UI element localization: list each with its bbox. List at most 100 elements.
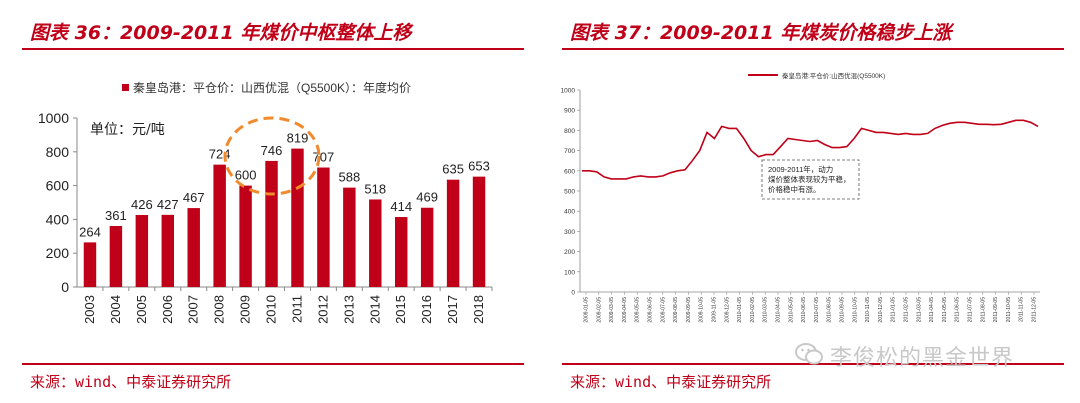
bar — [265, 160, 278, 287]
x-tick-label: 2011-06-05 — [955, 297, 961, 322]
x-tick-label: 2009-08-05 — [673, 297, 679, 323]
y-tick-label: 700 — [564, 148, 575, 155]
x-tick-label: 2010-11-05 — [865, 297, 871, 322]
right-source: 来源：wind、中泰证券研究所 — [570, 373, 772, 391]
x-tick-label: 2011-01-05 — [891, 297, 897, 322]
x-tick-label: 2006 — [160, 295, 175, 324]
y-tick-label: 800 — [46, 144, 70, 160]
left-panel: 图表 36：2009-2011 年煤价中枢整体上移 秦皇岛港：平仓价：山西优混（… — [22, 6, 524, 391]
x-tick-label: 2010-10-05 — [852, 297, 858, 323]
x-tick-label: 2010-07-05 — [814, 297, 820, 323]
bar-chart: 秦皇岛港：平仓价：山西优混（Q5500K）：年度均价 单位：元/吨 0 200 40… — [38, 80, 493, 324]
y-tick-label: 200 — [46, 245, 70, 261]
x-tick-label: 2010-04-05 — [776, 297, 782, 323]
y-tick-label: 200 — [564, 249, 575, 256]
x-tick-label: 2014 — [367, 295, 382, 324]
bar-value-label: 724 — [209, 147, 231, 162]
left-figure-title: 图表 36：2009-2011 年煤价中枢整体上移 — [30, 22, 412, 44]
left-source: 来源：wind、中泰证券研究所 — [30, 373, 232, 391]
x-tick-label: 2009-03-05 — [609, 297, 615, 323]
x-tick-label: 2004 — [108, 295, 123, 324]
y-tick-label: 800 — [564, 128, 575, 135]
watermark-text: 李俊松的黑金世界 — [830, 346, 1015, 371]
unit-label: 单位：元/吨 — [90, 122, 165, 138]
x-tick-label: 2009-05-05 — [635, 297, 641, 323]
x-tick-label: 2009-01-05 — [584, 297, 590, 323]
bar — [343, 187, 356, 287]
y-tick-label: 400 — [564, 209, 575, 216]
x-tick-label: 2011-11-05 — [1019, 297, 1025, 322]
x-tick-label: 2010-01-05 — [737, 297, 743, 323]
bar — [369, 199, 382, 287]
y-tick-label: 600 — [46, 178, 70, 194]
x-tick-label: 2011-05-05 — [942, 297, 948, 322]
line-chart-legend: 秦皇岛港:平仓价:山西优混(Q5500K) — [782, 71, 885, 80]
wechat-icon — [795, 343, 823, 365]
x-tick-label: 2011-12-05 — [1032, 297, 1038, 322]
y-tick-label: 100 — [564, 269, 575, 276]
bar — [420, 207, 434, 287]
x-tick-label: 2010 — [264, 295, 279, 324]
x-tick-label: 2009-10-05 — [699, 297, 705, 323]
x-tick-label: 2007 — [186, 295, 201, 324]
x-tick-label: 2017 — [445, 295, 460, 324]
x-tick-label: 2010-05-05 — [788, 297, 794, 323]
bar — [472, 176, 486, 287]
x-tick-label: 2010-06-05 — [801, 297, 807, 323]
bar-value-label: 264 — [79, 224, 101, 239]
x-tick-label: 2016 — [419, 295, 434, 324]
bar — [317, 167, 330, 287]
bar-value-label: 414 — [390, 199, 412, 214]
y-tick-label: 500 — [564, 189, 575, 196]
bar — [135, 215, 149, 287]
bar — [291, 148, 304, 287]
y-tick-label: 1000 — [561, 88, 576, 95]
x-tick-label: 2003 — [82, 295, 97, 324]
bar — [109, 225, 123, 287]
x-tick-label: 2008 — [212, 295, 227, 324]
x-tick-label: 2009-04-05 — [622, 297, 628, 323]
x-tick-label: 2010-09-05 — [840, 297, 846, 323]
x-tick-label: 2010-03-05 — [763, 297, 769, 323]
x-tick-label: 2010-12-05 — [878, 297, 884, 323]
bar-value-label: 467 — [183, 190, 205, 205]
bar-value-label: 469 — [416, 190, 438, 205]
y-tick-label: 1000 — [38, 110, 69, 126]
right-panel: 图表 37：2009-2011 年煤炭价格稳步上涨 秦皇岛港:平仓价:山西优混(… — [540, 0, 1080, 403]
annotation-text: 2009-2011年，动力 煤价整体表现较为平稳， 价格稳中有涨。 — [768, 164, 853, 194]
legend-swatch — [122, 84, 129, 91]
x-tick-label: 2011-02-05 — [904, 297, 910, 322]
x-tick-label: 2011-03-05 — [916, 297, 922, 322]
bar — [213, 164, 226, 287]
bar-value-label: 819 — [287, 131, 309, 146]
x-tick-label: 2011 — [289, 295, 304, 323]
x-tick-label: 2009-09-05 — [686, 297, 692, 323]
x-tick-label: 2009-06-05 — [648, 297, 654, 323]
bar-value-label: 746 — [261, 143, 283, 158]
x-tick-label: 2015 — [393, 295, 408, 324]
line-chart: 秦皇岛港:平仓价:山西优混(Q5500K) 0 100 200 300 400 500 60… — [561, 71, 1040, 323]
x-tick-label: 2011-09-05 — [993, 297, 999, 322]
bar — [394, 217, 408, 287]
bar — [446, 179, 460, 287]
bar-value-label: 518 — [364, 181, 386, 196]
x-tick-label: 2011-07-05 — [968, 297, 974, 322]
bar-value-label: 600 — [235, 168, 257, 183]
x-tick-label: 2009-12-05 — [724, 297, 730, 323]
left-title-bar: 图表 36：2009-2011 年煤价中枢整体上移 — [22, 6, 524, 50]
x-tick-label: 2009-07-05 — [660, 297, 666, 323]
y-tick-label: 400 — [46, 211, 70, 227]
price-line — [582, 119, 1039, 180]
x-tick-label: 2012 — [315, 295, 330, 324]
highlight-circle — [223, 116, 321, 196]
bar-value-label: 427 — [157, 197, 179, 212]
right-title-bar: 图表 37：2009-2011 年煤炭价格稳步上涨 — [562, 6, 1064, 50]
annotation-box — [761, 159, 860, 200]
bar — [83, 242, 97, 287]
x-tick-label: 2011-10-05 — [1006, 297, 1012, 322]
bar — [161, 214, 175, 287]
y-tick-label: 300 — [564, 229, 575, 236]
bar-value-label: 361 — [105, 208, 127, 223]
x-tick-label: 2010-02-05 — [750, 297, 756, 323]
bar-value-label: 588 — [338, 170, 360, 185]
